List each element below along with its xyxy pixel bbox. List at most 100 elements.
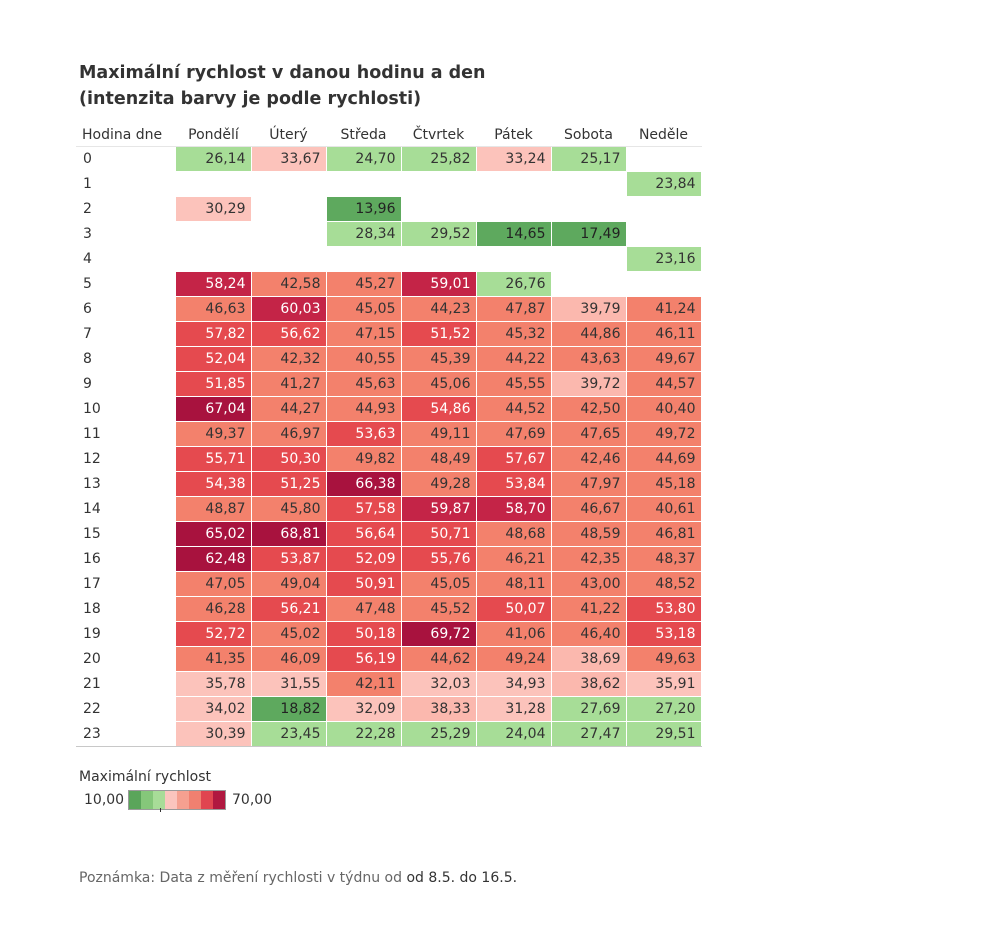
heatmap-cell: 53,84	[476, 471, 552, 497]
heatmap-cell	[476, 246, 552, 272]
legend-swatch	[129, 791, 141, 809]
row-header-label: Hodina dne	[76, 124, 176, 147]
hour-label: 10	[83, 401, 101, 417]
legend-swatch	[177, 791, 189, 809]
heatmap-cell: 56,62	[251, 321, 327, 347]
heatmap-cell: 50,18	[326, 621, 402, 647]
heatmap-cell: 53,63	[326, 421, 402, 447]
heatmap-cell: 54,38	[176, 471, 252, 497]
heatmap-cell: 25,82	[401, 146, 477, 172]
legend-tick-mark	[160, 808, 161, 812]
heatmap-cell: 49,72	[626, 421, 702, 447]
heatmap-cell	[551, 196, 627, 222]
hour-label: 8	[83, 351, 92, 367]
heatmap-cell: 45,39	[401, 346, 477, 372]
heatmap-cell: 45,52	[401, 596, 477, 622]
heatmap-cell: 56,64	[326, 521, 402, 547]
heatmap-cell: 46,81	[626, 521, 702, 547]
table-row: 9 51,85 41,27 45,63 45,06 45,55 39,72 44,57	[76, 371, 702, 397]
legend-swatch	[213, 791, 225, 809]
legend-title: Maximální rychlost	[79, 769, 212, 785]
heatmap-cell: 49,37	[176, 421, 252, 447]
heatmap-cell: 46,97	[251, 421, 327, 447]
hour-label: 16	[83, 551, 101, 567]
heatmap-cell: 45,05	[401, 571, 477, 597]
heatmap-cell: 55,76	[401, 546, 477, 572]
legend-swatch	[153, 791, 165, 809]
heatmap-cell: 41,27	[251, 371, 327, 397]
heatmap-cell: 55,71	[176, 446, 252, 472]
heatmap-cell: 56,21	[251, 596, 327, 622]
heatmap-cell: 45,18	[626, 471, 702, 497]
heatmap-cell: 50,71	[401, 521, 477, 547]
table-row: 19 52,72 45,02 50,18 69,72 41,06 46,40 53,18	[76, 621, 702, 647]
table-row: 12 55,71 50,30 49,82 48,49 57,67 42,46 44,69	[76, 446, 702, 472]
heatmap-cell: 44,22	[476, 346, 552, 372]
heatmap-cell: 23,84	[626, 171, 702, 197]
heatmap-cell: 66,38	[326, 471, 402, 497]
hour-label: 19	[83, 626, 101, 642]
heatmap-cell: 27,47	[551, 721, 627, 747]
hour-label: 20	[83, 651, 101, 667]
heatmap-cell: 45,32	[476, 321, 552, 347]
hour-label: 4	[83, 251, 92, 267]
heatmap-cell: 32,09	[326, 696, 402, 722]
heatmap-cell	[626, 271, 702, 297]
table-row: 20 41,35 46,09 56,19 44,62 49,24 38,69 49,63	[76, 646, 702, 672]
heatmap-cell: 34,02	[176, 696, 252, 722]
chart-title-line-1: Maximální rychlost v danou hodinu a den	[79, 63, 486, 83]
heatmap-cell	[551, 246, 627, 272]
heatmap-cell: 60,03	[251, 296, 327, 322]
heatmap-cell	[251, 196, 327, 222]
table-row: 16 62,48 53,87 52,09 55,76 46,21 42,35 48,37	[76, 546, 702, 572]
heatmap-cell: 38,62	[551, 671, 627, 697]
hour-label: 6	[83, 301, 92, 317]
heatmap-cell	[326, 246, 402, 272]
heatmap-cell	[251, 246, 327, 272]
heatmap-cell	[326, 171, 402, 197]
heatmap-cell: 42,58	[251, 271, 327, 297]
heatmap-cell: 56,19	[326, 646, 402, 672]
heatmap-cell: 53,18	[626, 621, 702, 647]
heatmap-cell: 50,07	[476, 596, 552, 622]
table-row: 18 46,28 56,21 47,48 45,52 50,07 41,22 53,80	[76, 596, 702, 622]
header-row: Hodina dne Pondělí Úterý Středa Čtvrtek …	[76, 124, 701, 147]
table-row: 22 34,02 18,82 32,09 38,33 31,28 27,69 27,20	[76, 696, 702, 722]
hour-label: 13	[83, 476, 101, 492]
heatmap-cell: 45,55	[476, 371, 552, 397]
heatmap-cell: 46,67	[551, 496, 627, 522]
heatmap-cell: 44,57	[626, 371, 702, 397]
heatmap-cell: 50,30	[251, 446, 327, 472]
heatmap-cell: 25,17	[551, 146, 627, 172]
table-row: 21 35,78 31,55 42,11 32,03 34,93 38,62 35,91	[76, 671, 702, 697]
heatmap-cell: 42,32	[251, 346, 327, 372]
heatmap-cell: 49,11	[401, 421, 477, 447]
heatmap-cell	[626, 146, 702, 172]
hour-label: 11	[83, 426, 101, 442]
heatmap-cell: 62,48	[176, 546, 252, 572]
heatmap-cell: 45,80	[251, 496, 327, 522]
hour-label: 1	[83, 176, 92, 192]
heatmap-cell: 27,20	[626, 696, 702, 722]
heatmap-cell: 48,68	[476, 521, 552, 547]
heatmap-cell: 46,40	[551, 621, 627, 647]
heatmap-cell: 44,52	[476, 396, 552, 422]
heatmap-cell: 38,33	[401, 696, 477, 722]
column-header-tuesday: Úterý	[251, 124, 326, 147]
heatmap-cell: 57,67	[476, 446, 552, 472]
heatmap-cell: 41,35	[176, 646, 252, 672]
heatmap-cell: 51,25	[251, 471, 327, 497]
legend-swatch	[189, 791, 201, 809]
heatmap-cell: 52,09	[326, 546, 402, 572]
heatmap-cell: 49,24	[476, 646, 552, 672]
hour-label: 7	[83, 326, 92, 342]
heatmap-cell	[176, 246, 252, 272]
heatmap-cell: 51,85	[176, 371, 252, 397]
heatmap-cell: 41,24	[626, 296, 702, 322]
heatmap-cell: 28,34	[326, 221, 402, 247]
heatmap-cell: 59,01	[401, 271, 477, 297]
heatmap-cell: 45,06	[401, 371, 477, 397]
heatmap-cell: 58,70	[476, 496, 552, 522]
heatmap-cell	[401, 171, 477, 197]
column-header-sunday: Neděle	[626, 124, 701, 147]
